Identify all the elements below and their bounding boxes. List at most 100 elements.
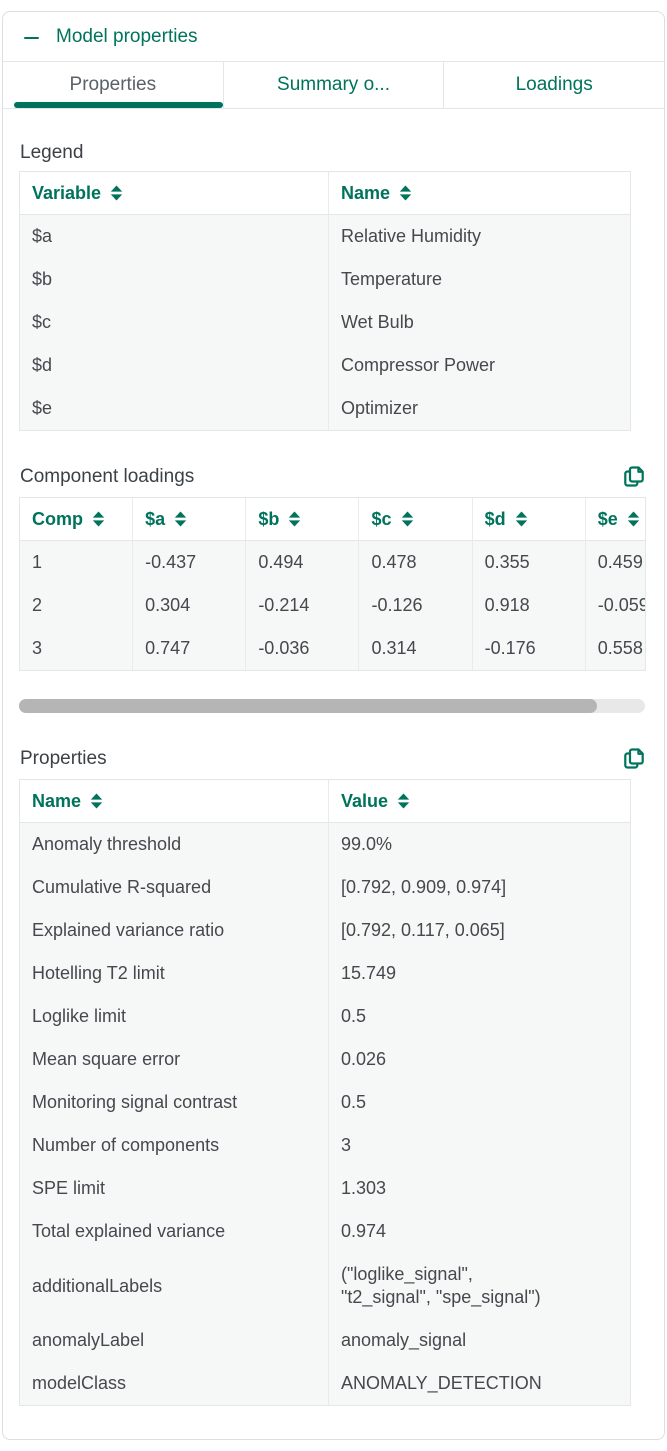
table-cell: [0.792, 0.909, 0.974] bbox=[328, 866, 630, 909]
column-header-value[interactable]: Value bbox=[328, 780, 630, 823]
loadings-scroll-container[interactable]: Comp $a $b $c $d $e 1 -0.437 0.494 0.478 0.355 0.4… bbox=[19, 497, 646, 671]
table-cell: 0.304 bbox=[132, 584, 246, 627]
table-cell: 0.747 bbox=[132, 627, 246, 670]
table-cell: 15.749 bbox=[328, 952, 630, 995]
table-row: SPE limit 1.303 bbox=[20, 1167, 630, 1210]
table-row: Mean square error 0.026 bbox=[20, 1038, 630, 1081]
table-cell: -0.176 bbox=[471, 627, 585, 670]
legend-table-frame: Variable Name $a Relative Humidity $b Temper… bbox=[19, 171, 631, 431]
table-cell: ("loglike_signal", "t2_signal", "spe_sig… bbox=[328, 1253, 630, 1319]
sort-arrows-icon bbox=[515, 511, 527, 527]
table-row: additionalLabels ("loglike_signal", "t2_s… bbox=[20, 1253, 630, 1319]
column-header-name[interactable]: Name bbox=[328, 172, 630, 215]
column-header-comp[interactable]: Comp bbox=[20, 498, 133, 541]
copy-icon bbox=[624, 748, 644, 769]
column-label: Name bbox=[341, 182, 391, 203]
loadings-title: Component loadings bbox=[20, 465, 195, 487]
panel-title: Model properties bbox=[56, 25, 198, 47]
table-row: $c Wet Bulb bbox=[20, 301, 630, 344]
sort-arrows-icon bbox=[397, 793, 410, 809]
table-cell: 3 bbox=[328, 1124, 630, 1167]
table-cell: Explained variance ratio bbox=[20, 909, 328, 952]
table-cell: 0.5 bbox=[328, 1081, 630, 1124]
column-header-variable[interactable]: Variable bbox=[20, 172, 328, 215]
table-cell: 0.5 bbox=[328, 995, 630, 1038]
sort-arrows-icon bbox=[110, 185, 123, 201]
table-cell: Hotelling T2 limit bbox=[20, 952, 328, 995]
table-cell: Monitoring signal contrast bbox=[20, 1081, 328, 1124]
properties-table-frame: Name Value Anomaly threshold 99.0% Cumulati… bbox=[19, 779, 631, 1406]
table-row: Hotelling T2 limit 15.749 bbox=[20, 952, 630, 995]
panel-header: Model properties bbox=[3, 12, 664, 62]
column-label: Variable bbox=[32, 182, 102, 203]
table-cell: 0.459 bbox=[584, 541, 645, 584]
table-cell: $d bbox=[20, 344, 328, 387]
table-row: anomalyLabel anomaly_signal bbox=[20, 1319, 630, 1362]
legend-title: Legend bbox=[20, 142, 84, 163]
column-label: Value bbox=[341, 790, 389, 811]
table-cell: modelClass bbox=[20, 1362, 328, 1405]
active-tab-indicator bbox=[14, 102, 223, 108]
table-row: modelClass ANOMALY_DETECTION bbox=[20, 1362, 630, 1405]
horizontal-scrollbar-thumb[interactable] bbox=[19, 699, 597, 713]
minus-icon bbox=[24, 36, 39, 39]
table-cell: [0.792, 0.117, 0.065] bbox=[328, 909, 630, 952]
sort-arrows-icon bbox=[627, 511, 640, 527]
table-cell: Relative Humidity bbox=[328, 215, 630, 258]
table-cell: Total explained variance bbox=[20, 1210, 328, 1253]
copy-loadings-button[interactable] bbox=[621, 463, 647, 490]
column-header-e[interactable]: $e bbox=[584, 498, 645, 541]
horizontal-scrollbar-track[interactable] bbox=[19, 699, 645, 713]
tab-properties[interactable]: Properties bbox=[3, 62, 223, 109]
legend-table: Variable Name $a Relative Humidity $b Temper… bbox=[20, 172, 630, 430]
sort-arrows-icon bbox=[289, 511, 301, 527]
table-cell: Wet Bulb bbox=[328, 301, 630, 344]
sort-arrows-icon bbox=[174, 511, 187, 527]
properties-section-header: Properties bbox=[20, 745, 647, 772]
table-cell: Mean square error bbox=[20, 1038, 328, 1081]
table-cell: 3 bbox=[20, 627, 133, 670]
model-properties-panel: Model properties Properties Summary o... L… bbox=[2, 11, 665, 1440]
table-cell: 0.478 bbox=[358, 541, 472, 584]
column-label: $b bbox=[258, 508, 280, 529]
tab-loadings[interactable]: Loadings bbox=[443, 62, 664, 109]
table-row: Cumulative R-squared [0.792, 0.909, 0.974… bbox=[20, 866, 630, 909]
loadings-header-row: Comp $a $b $c $d $e bbox=[20, 498, 645, 541]
table-row: $a Relative Humidity bbox=[20, 215, 630, 258]
table-row: 3 0.747 -0.036 0.314 -0.176 0.558 bbox=[20, 627, 645, 670]
column-label: $d bbox=[484, 508, 506, 529]
table-cell: $a bbox=[20, 215, 328, 258]
column-header-d[interactable]: $d bbox=[471, 498, 585, 541]
sort-arrows-icon bbox=[92, 511, 105, 527]
table-cell: $e bbox=[20, 387, 328, 430]
table-cell: Compressor Power bbox=[328, 344, 630, 387]
table-cell: Anomaly threshold bbox=[20, 823, 328, 866]
tab-label: Summary o... bbox=[277, 74, 390, 95]
column-header-b[interactable]: $b bbox=[245, 498, 359, 541]
sort-arrows-icon bbox=[399, 185, 412, 201]
properties-title: Properties bbox=[20, 747, 107, 769]
column-label: $e bbox=[597, 508, 618, 529]
tab-summary-o[interactable]: Summary o... bbox=[222, 62, 444, 109]
column-header-c[interactable]: $c bbox=[358, 498, 472, 541]
tab-bar: Properties Summary o... Loadings bbox=[3, 62, 664, 109]
table-cell: $b bbox=[20, 258, 328, 301]
table-cell: 99.0% bbox=[328, 823, 630, 866]
column-label: $c bbox=[371, 508, 392, 529]
table-row: 2 0.304 -0.214 -0.126 0.918 -0.059 bbox=[20, 584, 645, 627]
table-row: $b Temperature bbox=[20, 258, 630, 301]
table-cell: -0.437 bbox=[132, 541, 246, 584]
table-cell: Loglike limit bbox=[20, 995, 328, 1038]
table-cell: -0.036 bbox=[245, 627, 359, 670]
column-header-a[interactable]: $a bbox=[132, 498, 246, 541]
collapse-button[interactable] bbox=[24, 35, 39, 39]
table-cell: -0.214 bbox=[245, 584, 359, 627]
table-cell: ANOMALY_DETECTION bbox=[328, 1362, 630, 1405]
column-label: $a bbox=[145, 508, 166, 529]
table-row: Loglike limit 0.5 bbox=[20, 995, 630, 1038]
column-header-name[interactable]: Name bbox=[20, 780, 328, 823]
table-row: Number of components 3 bbox=[20, 1124, 630, 1167]
copy-properties-button[interactable] bbox=[621, 745, 647, 772]
legend-header-row: Variable Name bbox=[20, 172, 630, 215]
table-cell: Temperature bbox=[328, 258, 630, 301]
